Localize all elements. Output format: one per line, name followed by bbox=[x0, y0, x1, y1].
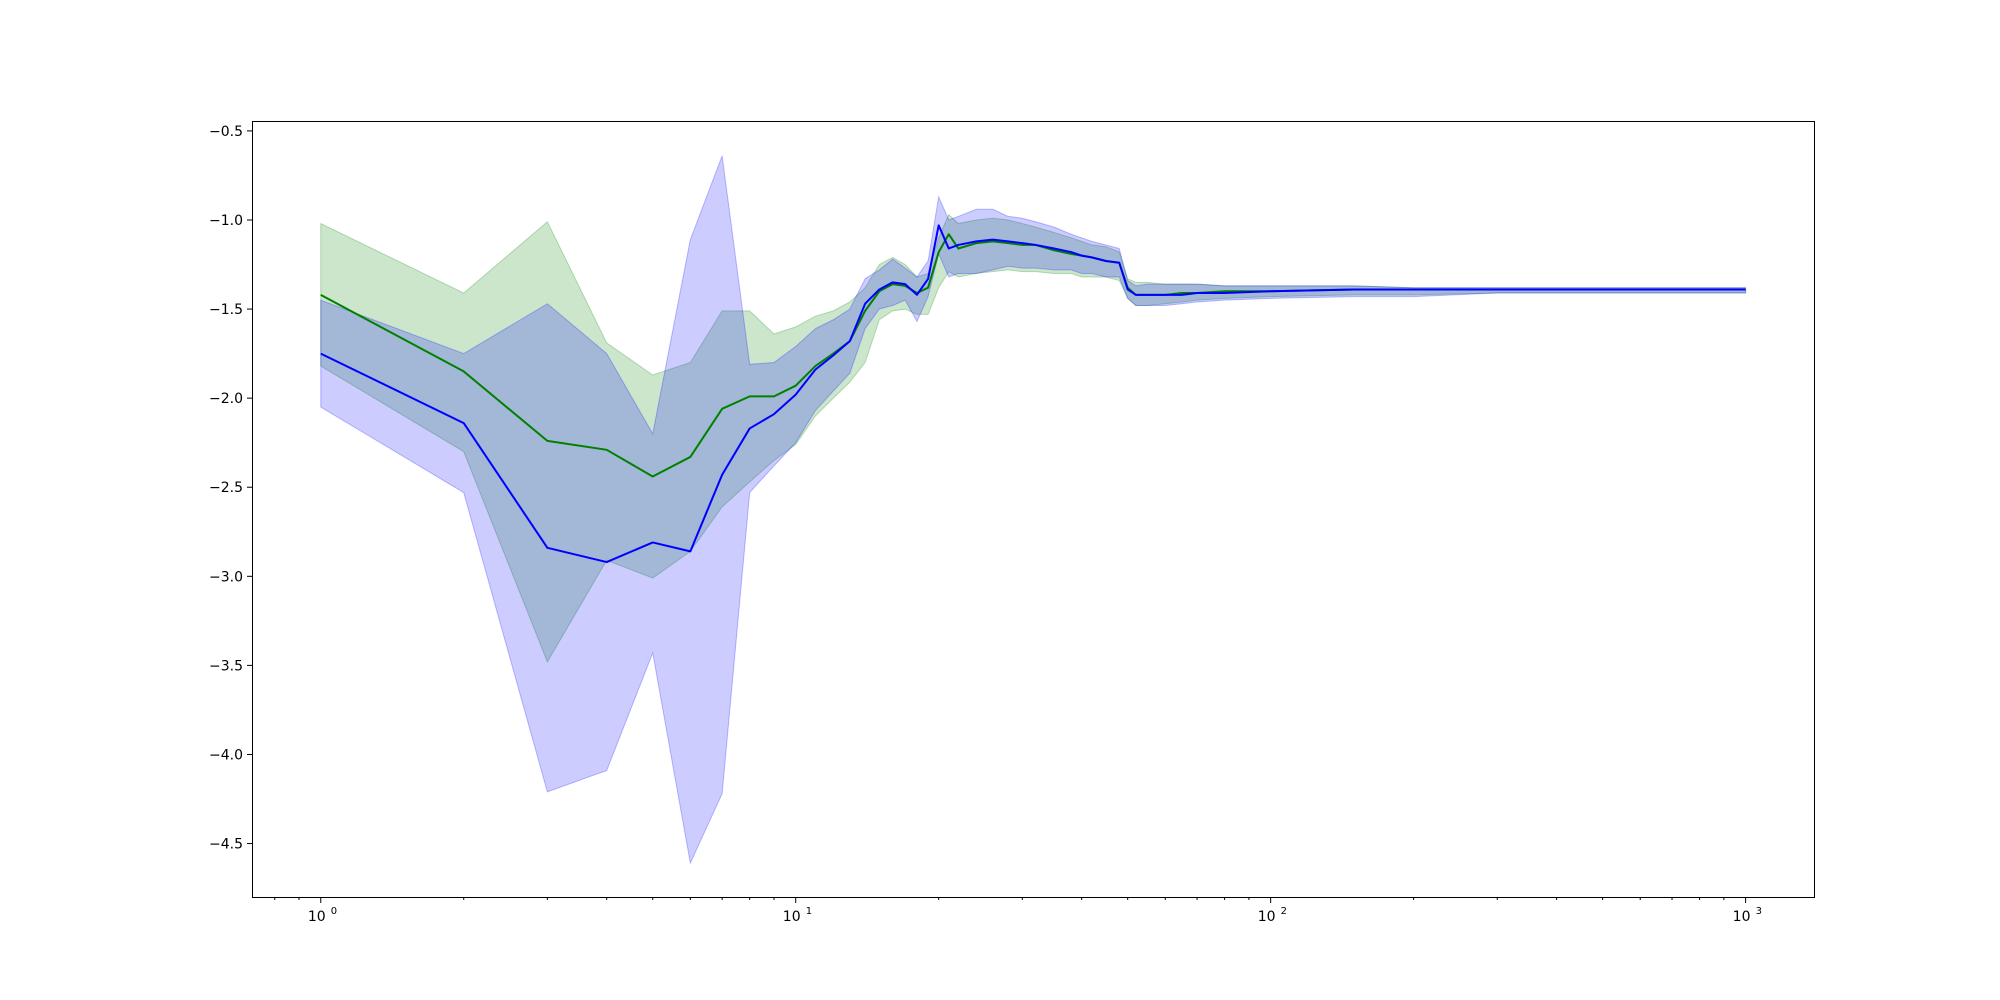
y-tick-label: −2.0 bbox=[209, 391, 243, 407]
y-tick-label: −1.0 bbox=[209, 213, 243, 229]
x-tick-label: 10 bbox=[1258, 909, 1276, 925]
y-tick-label: −0.5 bbox=[209, 124, 243, 140]
band-series-2 bbox=[320, 155, 1747, 865]
plot-frame bbox=[252, 121, 1815, 898]
band-series-1 bbox=[320, 213, 1747, 663]
x-tick-label: 10 bbox=[783, 909, 801, 925]
x-tick-label-exponent: 0 bbox=[331, 906, 337, 917]
x-tick-label-exponent: 1 bbox=[806, 906, 812, 917]
series-lines bbox=[320, 224, 1746, 564]
y-tick-label: −3.5 bbox=[209, 658, 243, 674]
y-tick-label: −1.5 bbox=[209, 302, 243, 318]
x-tick-label-exponent: 2 bbox=[1281, 906, 1287, 917]
x-tick-label: 10 bbox=[308, 909, 326, 925]
y-tick-label: −3.0 bbox=[209, 569, 243, 585]
y-tick-label: −4.5 bbox=[209, 837, 243, 853]
y-axis: −0.5 −1.0 −1.5 −2.0 −2.5 −3.0 −3.5 −4.0 −4.5 bbox=[209, 124, 253, 853]
x-tick-label-exponent: 3 bbox=[1756, 906, 1762, 917]
confidence-bands bbox=[320, 155, 1747, 865]
x-axis: 10 0 10 1 10 2 10 3 bbox=[274, 897, 1762, 925]
x-tick-label: 10 bbox=[1733, 909, 1751, 925]
y-tick-label: −4.0 bbox=[209, 747, 243, 763]
line-series-2 bbox=[320, 224, 1746, 564]
y-tick-label: −2.5 bbox=[209, 480, 243, 496]
